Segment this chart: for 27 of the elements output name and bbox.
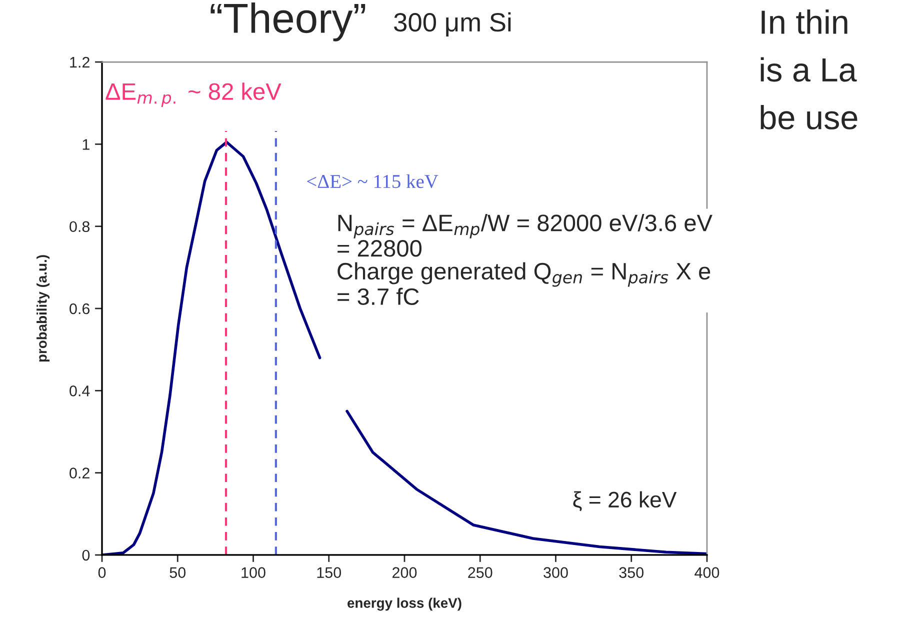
x-tick-label: 350	[619, 567, 644, 578]
x-tick-label: 300	[544, 567, 568, 578]
chart-subtitle: 300 μm Si	[394, 12, 511, 36]
y-tick-label: 0.8	[70, 221, 90, 232]
chart-title: “Theory”	[210, 2, 366, 42]
ref-line-label: ΔE$_{m.p.}$ ~ 82 keV	[106, 82, 282, 108]
text: N$_{pairs}$ = ΔE$_{mp}$/W = 82000 eV/3.6 eV = 22800 Charge generated Q$_{gen}$ = N$_{pairs}$ X e = 3.7 fC	[338, 214, 712, 306]
x-tick-label: 50	[170, 567, 186, 578]
y-axis-title: probability (a.u.)	[36, 255, 50, 362]
y-tick-label: 0.6	[70, 303, 90, 314]
x-tick-label: 250	[468, 567, 492, 578]
y-tick-label: 0	[82, 550, 90, 561]
y-tick-label: 1	[82, 139, 90, 150]
y-tick-label: 0.2	[70, 468, 90, 478]
y-tick-label: 1.2	[70, 56, 90, 68]
x-tick-label: 0	[98, 567, 106, 578]
text: is a La	[760, 57, 857, 82]
text: In thin	[762, 10, 848, 34]
annotation: ξ = 26 keV	[573, 491, 677, 512]
ref-line-label: <ΔE> ~ 115 keV	[307, 174, 438, 188]
x-tick-label: 400	[694, 567, 720, 578]
y-tick-label: 0.4	[70, 386, 90, 396]
x-tick-label: 150	[317, 567, 342, 578]
x-axis-title: energy loss (keV)	[348, 598, 462, 611]
x-tick-label: 200	[392, 567, 417, 578]
x-tick-label: 100	[242, 567, 266, 578]
text: be use	[760, 104, 858, 130]
